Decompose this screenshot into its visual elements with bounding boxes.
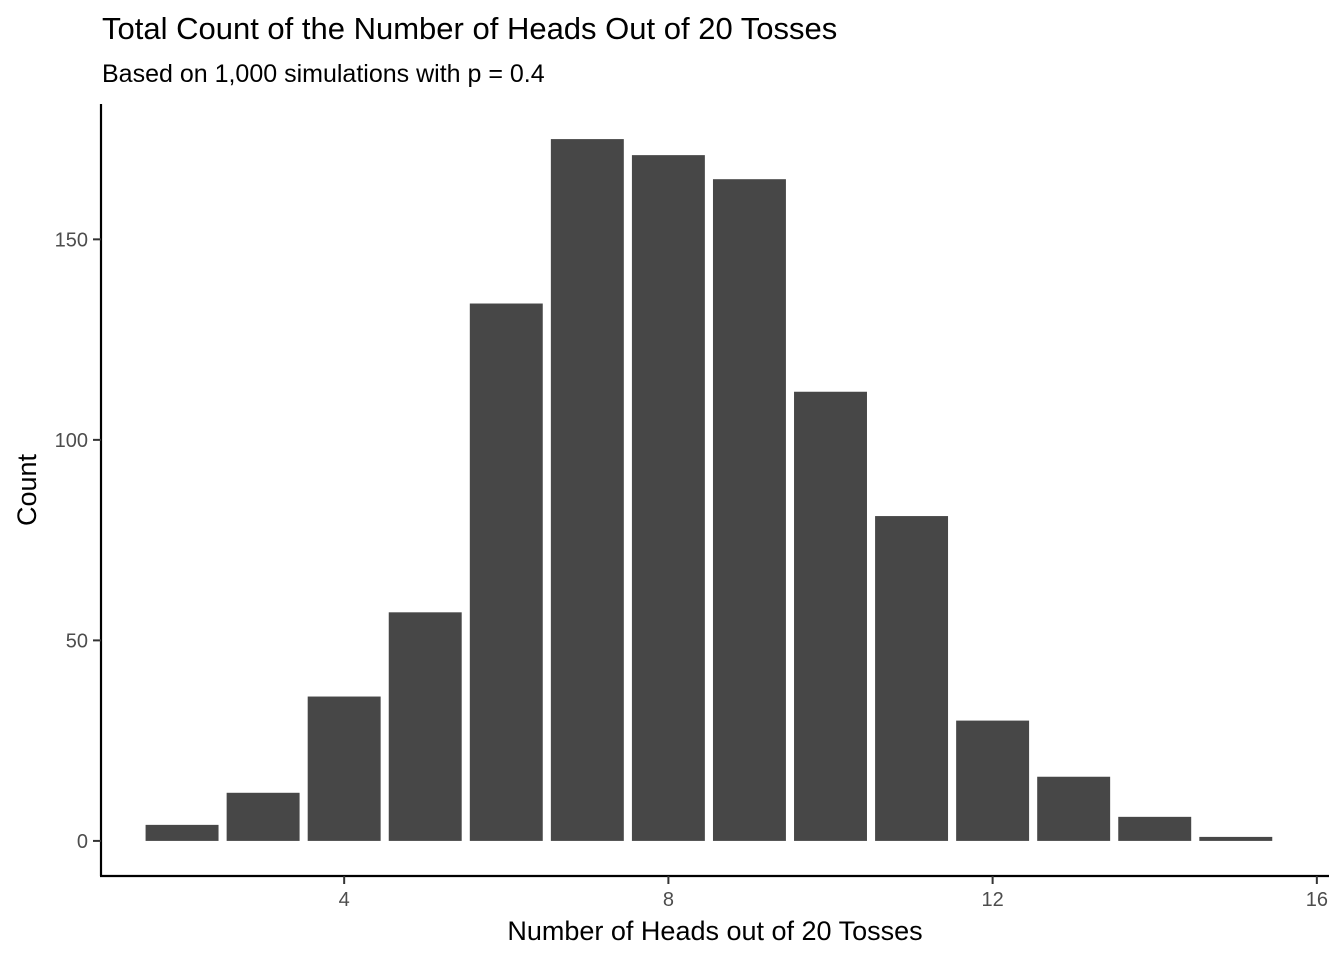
bar-8 xyxy=(631,155,705,841)
x-tick-label: 12 xyxy=(981,889,1003,911)
y-tick-label: 100 xyxy=(55,430,88,452)
bar-3 xyxy=(226,792,300,841)
bars-group xyxy=(145,139,1273,841)
bar-6 xyxy=(469,303,543,841)
chart-subtitle: Based on 1,000 simulations with p = 0.4 xyxy=(102,60,545,88)
y-tick-label: 50 xyxy=(66,630,88,652)
bar-11 xyxy=(875,516,949,841)
bar-12 xyxy=(956,720,1030,841)
chart-title: Total Count of the Number of Heads Out o… xyxy=(102,11,837,46)
y-axis-title: Count xyxy=(12,453,42,526)
y-ticks-group: 0 50 100 150 xyxy=(55,229,101,853)
x-tick-label: 8 xyxy=(663,889,674,911)
x-ticks-group: 4 8 12 16 xyxy=(339,876,1328,911)
bar-5 xyxy=(388,612,462,841)
bar-4 xyxy=(307,696,381,841)
y-tick-label: 0 xyxy=(77,831,88,853)
x-tick-label: 16 xyxy=(1306,889,1328,911)
y-tick-label: 150 xyxy=(55,229,88,251)
bar-15 xyxy=(1199,836,1273,841)
bar-7 xyxy=(550,139,624,841)
bar-9 xyxy=(712,179,786,841)
bar-10 xyxy=(794,391,867,841)
bar-13 xyxy=(1037,776,1111,841)
bar-2 xyxy=(145,824,219,841)
x-tick-label: 4 xyxy=(339,889,350,911)
bar-14 xyxy=(1118,816,1192,841)
x-axis-title: Number of Heads out of 20 Tosses xyxy=(507,916,922,946)
